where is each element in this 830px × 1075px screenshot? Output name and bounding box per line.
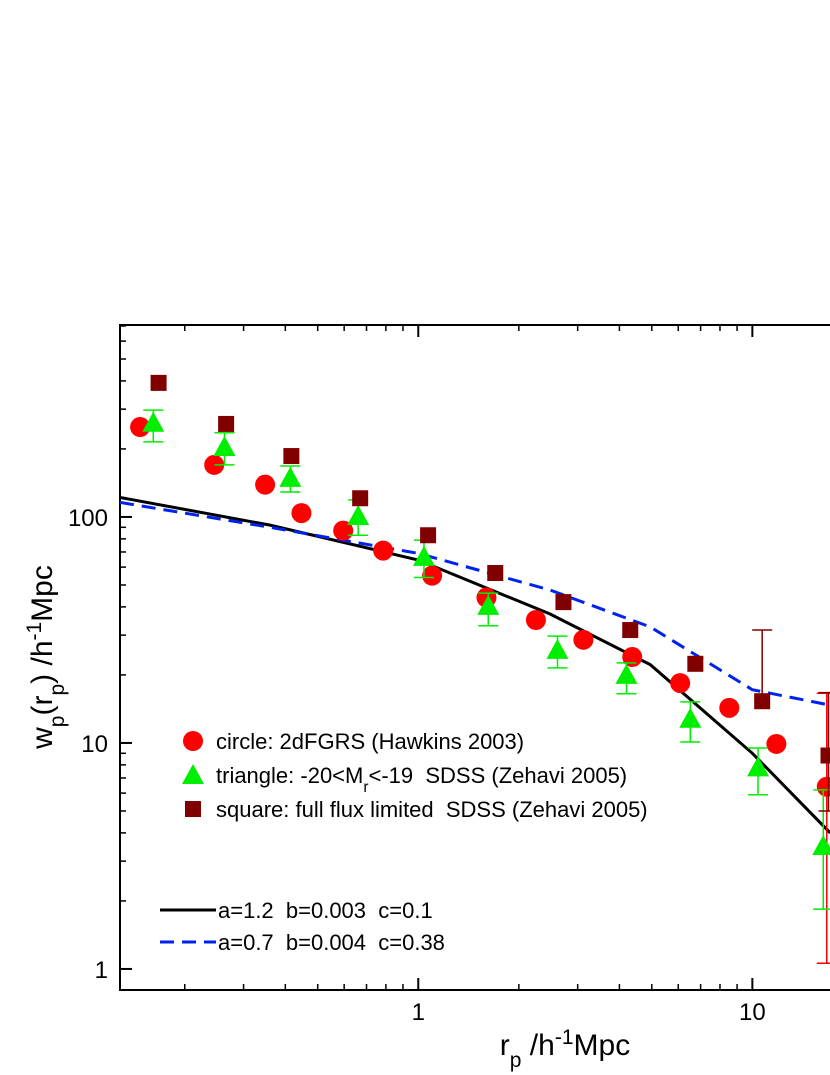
triangle-marker xyxy=(412,545,435,566)
triangle-marker xyxy=(747,756,770,777)
circle-marker xyxy=(255,474,276,495)
square-marker xyxy=(820,747,830,764)
y-axis-label: wp(rp) /h-1Mpc xyxy=(23,565,69,750)
circle-marker xyxy=(719,697,740,718)
label-part: w xyxy=(26,727,59,750)
label-part: circle: 2dFGRS (Hawkins 2003) xyxy=(216,729,524,754)
label-part: p xyxy=(46,716,69,728)
triangle-marker xyxy=(347,504,370,525)
square-marker xyxy=(622,622,639,639)
square-marker xyxy=(185,801,201,817)
circle-marker xyxy=(670,673,691,694)
square-marker xyxy=(754,693,771,710)
label-part: -1 xyxy=(23,622,46,641)
triangle-marker xyxy=(142,411,165,432)
circle-marker xyxy=(622,647,643,668)
label-part: -1 xyxy=(555,1026,574,1049)
circle-marker xyxy=(816,776,830,797)
circle-marker xyxy=(422,565,443,586)
circle-marker xyxy=(291,503,312,524)
square-marker xyxy=(352,490,369,507)
label-part: Mpc xyxy=(574,1029,631,1062)
circle-marker xyxy=(204,454,225,475)
x-axis-label: rp /h-1Mpc xyxy=(500,1026,630,1072)
label-part: p xyxy=(510,1049,522,1072)
triangle-marker xyxy=(615,663,638,684)
triangle-marker xyxy=(477,594,500,615)
label-part: /h xyxy=(521,1029,554,1062)
circle-marker xyxy=(333,520,354,541)
square-marker xyxy=(218,415,235,432)
square-marker xyxy=(283,448,300,465)
y-tick-label: 10 xyxy=(81,731,108,758)
label-part: (r xyxy=(26,696,59,716)
triangle-marker xyxy=(182,764,204,784)
triangle-marker xyxy=(279,466,302,487)
label-part: <-19 SDSS (Zehavi 2005) xyxy=(369,763,628,788)
label-part: square: full flux limited SDSS (Zehavi 2… xyxy=(216,797,648,822)
label-part: p xyxy=(46,684,69,696)
triangle-marker xyxy=(546,638,569,659)
circle-marker xyxy=(130,417,151,438)
x-tick-label: 1 xyxy=(412,999,425,1026)
y-tick-label: 100 xyxy=(68,505,108,532)
label-part: r xyxy=(363,779,368,796)
label-part: triangle: -20<M xyxy=(216,763,363,788)
triangle-marker xyxy=(812,834,830,855)
legend-label: circle: 2dFGRS (Hawkins 2003) xyxy=(216,729,524,754)
circle-marker xyxy=(766,733,787,754)
triangle-marker xyxy=(213,435,236,456)
legend-label: a=0.7 b=0.004 c=0.38 xyxy=(218,930,445,955)
label-part: ) /h xyxy=(26,640,59,683)
square-marker xyxy=(555,594,572,611)
triangle-marker xyxy=(679,707,702,728)
square-marker xyxy=(420,527,437,544)
y-tick-label: 1 xyxy=(95,957,108,984)
circle-marker xyxy=(573,629,594,650)
circle-marker xyxy=(183,731,203,751)
label-part: Mpc xyxy=(26,565,59,622)
circle-marker xyxy=(373,540,394,561)
fit-line xyxy=(119,495,830,834)
fit-line xyxy=(119,500,830,707)
square-marker xyxy=(487,565,504,582)
plot-frame xyxy=(119,324,830,991)
legend-label: a=1.2 b=0.003 c=0.1 xyxy=(218,898,433,923)
square-marker xyxy=(150,374,167,391)
circle-marker xyxy=(525,610,546,631)
legend-label: square: full flux limited SDSS (Zehavi 2… xyxy=(216,797,648,822)
x-tick-label: 10 xyxy=(739,999,766,1026)
legend-label: triangle: -20<Mr<-19 SDSS (Zehavi 2005) xyxy=(216,763,627,796)
label-part: r xyxy=(500,1029,510,1062)
square-marker xyxy=(687,655,704,672)
